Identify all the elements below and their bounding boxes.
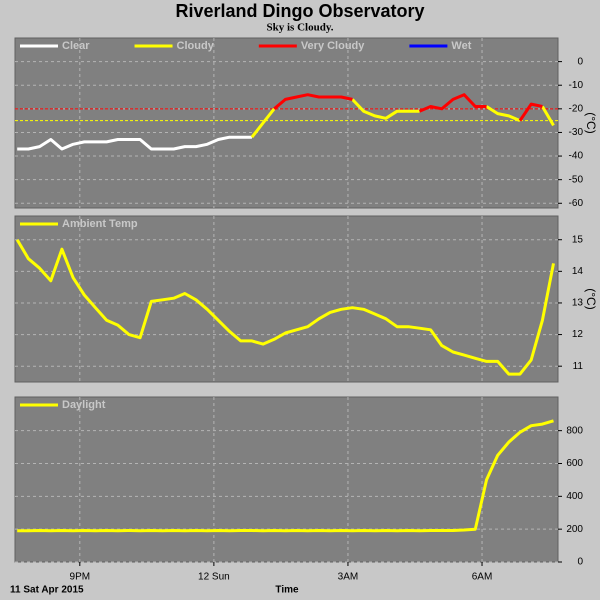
series-line: [273, 93, 543, 122]
plot-area: [14, 215, 559, 383]
date-label: 11 Sat Apr 2015: [10, 585, 84, 596]
y-tick-label: 400: [566, 491, 583, 502]
series-line: [17, 419, 554, 533]
y-axis-label: (°C): [584, 288, 598, 309]
y-axis-label: (°C): [584, 112, 598, 133]
y-tick-label: 200: [566, 524, 583, 535]
chart-subtitle: Sky is Cloudy.: [267, 22, 334, 34]
legend-label: Ambient Temp: [62, 218, 138, 230]
x-axis-label: Time: [275, 585, 299, 596]
legend-label: Wet: [451, 40, 471, 52]
y-tick-label: 13: [572, 298, 584, 309]
x-tick-label: 12 Sun: [198, 572, 230, 583]
y-tick-label: -60: [569, 198, 584, 209]
y-tick-label: 800: [566, 425, 583, 436]
series-line: [17, 135, 252, 151]
y-tick-label: 11: [573, 361, 584, 372]
chart-title: Riverland Dingo Observatory: [175, 1, 424, 21]
y-tick-label: 600: [566, 458, 583, 469]
series-line: [15, 238, 555, 376]
x-tick-label: 9PM: [70, 572, 91, 583]
y-tick-label: -10: [569, 80, 584, 91]
legend-label: Cloudy: [177, 40, 215, 52]
plot-area: [14, 396, 559, 563]
y-tick-label: 12: [572, 329, 584, 340]
x-tick-label: 6AM: [472, 572, 493, 583]
legend-label: Very Cloudy: [301, 40, 365, 52]
x-tick-label: 3AM: [338, 572, 359, 583]
y-tick-label: 14: [572, 266, 584, 277]
y-tick-label: 15: [572, 234, 584, 245]
y-tick-label: 0: [577, 56, 583, 67]
y-tick-label: -30: [569, 127, 584, 138]
y-tick-label: 0: [577, 557, 583, 568]
legend-label: Daylight: [62, 399, 106, 411]
y-tick-label: -20: [569, 103, 584, 114]
series-line: [250, 98, 555, 139]
y-tick-label: -40: [569, 151, 584, 162]
legend-label: Clear: [62, 40, 90, 52]
y-tick-label: -50: [569, 174, 584, 185]
plot-area: [14, 37, 559, 209]
